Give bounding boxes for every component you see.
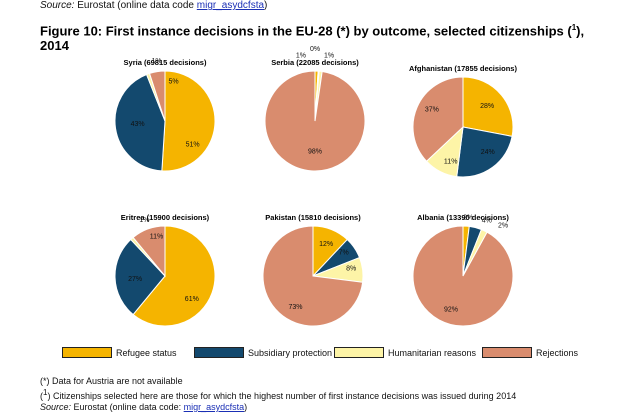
source-text: Eurostat (online data code	[77, 0, 194, 11]
pie-data-label: 2%	[498, 222, 508, 229]
pie-title: Pakistan (15810 decisions)	[265, 213, 361, 222]
figure-title-main: Figure 10: First instance decisions in t…	[40, 23, 572, 39]
pie-slice-refugee	[161, 70, 216, 172]
pie-title: Syria (69815 decisions)	[124, 58, 207, 67]
pie-data-label: 11%	[444, 158, 458, 165]
legend-label: Humanitarian reasons	[388, 347, 477, 358]
pie-slice-rejections	[264, 70, 366, 172]
pie-data-label: 7%	[339, 249, 349, 256]
legend-label: Subsidiary protection	[248, 347, 333, 358]
pie-slice-refugee	[132, 225, 216, 327]
pie-slice-refugee	[462, 76, 514, 137]
pie-title: Albania (13390 decisions)	[417, 213, 509, 222]
legend-item-rejections: Rejections	[482, 347, 578, 358]
pie-slice-rejections	[412, 76, 464, 162]
legend-item-subsidiary: Subsidiary protection	[194, 347, 332, 358]
source-line-top: Source: Eurostat (online data code migr_…	[40, 0, 267, 11]
source-suffix: )	[244, 402, 248, 412]
legend-swatch-refugee	[62, 347, 112, 358]
pie-data-label: 24%	[481, 149, 495, 156]
pie-data-label: 1%	[139, 217, 149, 224]
legend-item-refugee: Refugee status	[62, 347, 177, 358]
pie-slice-subsidiary	[114, 238, 166, 316]
footnote-open: (	[40, 391, 43, 401]
pie-data-label: 12%	[319, 241, 333, 248]
pie-title: Eritrea (15900 decisions)	[121, 213, 210, 222]
pie-chart-2: Serbia (22085 decisions)1% 0% 1% 98%	[264, 46, 366, 172]
footnote-austria: (*) Data for Austria are not available	[40, 376, 183, 386]
legend-label: Refugee status	[116, 347, 177, 358]
pie-data-label: 98%	[308, 149, 322, 156]
figure-title-tail: ),	[576, 23, 585, 39]
pie-data-label: 73%	[288, 304, 302, 311]
pie-slice-subsidiary	[456, 126, 513, 178]
pie-slice-rejections	[412, 225, 514, 327]
pie-data-label: 4%	[482, 217, 492, 224]
figure-title: Figure 10: First instance decisions in t…	[40, 20, 600, 53]
pie-chart-1: Syria (69815 decisions) 51% 43% 1% 5%	[114, 58, 216, 172]
pie-data-label: 43%	[131, 121, 145, 128]
pie-data-label: 2%	[463, 215, 473, 222]
legend-item-humanitarian: Humanitarian reasons	[334, 347, 476, 358]
pie-data-label: 0%	[310, 46, 320, 53]
pie-slice-rejections	[132, 225, 166, 278]
pie-title: Serbia (22085 decisions)	[271, 58, 359, 67]
source-line-bottom: Source: Eurostat (online data code: migr…	[40, 402, 516, 413]
source-code-link[interactable]: migr_asydcfsta	[196, 0, 265, 11]
footnote-mark: 1	[43, 388, 48, 397]
pie-data-label: 11%	[150, 233, 164, 240]
figure-title-footnote-mark: 1	[571, 23, 577, 32]
legend: Refugee status Subsidiary protection Hum…	[62, 347, 602, 361]
pie-data-label: 27%	[128, 276, 142, 283]
pie-slice-rejections	[148, 70, 166, 122]
pie-charts-panel: Syria (69815 decisions) 51% 43% 1% 5% Serbia …	[114, 46, 517, 327]
pie-data-label: 5%	[168, 78, 178, 85]
legend-swatch-humanitarian	[334, 347, 384, 358]
pie-data-label: 1%	[151, 58, 161, 65]
pie-data-label: 51%	[186, 142, 200, 149]
source-code-link[interactable]: migr_asydcfsta	[183, 402, 245, 412]
pie-data-label: 37%	[425, 107, 439, 114]
pie-data-label: 28%	[480, 103, 494, 110]
pie-slice-subsidiary	[114, 73, 166, 172]
pie-data-label: 1%	[324, 52, 334, 59]
pie-chart-4: Eritrea (15900 decisions) 61% 27% 1% 11%	[114, 213, 216, 327]
legend-label: Rejections	[536, 347, 579, 358]
pie-data-label: 92%	[444, 306, 458, 313]
figure-title-year: 2014	[40, 38, 69, 54]
pie-data-label: 8%	[346, 265, 356, 272]
pie-chart-6: Albania (13390 decisions)2% 4% 2% 92%	[412, 213, 514, 327]
footnote-text: ) Citizenships selected here are those f…	[47, 391, 517, 401]
pie-data-label: 1%	[296, 52, 306, 59]
source-suffix: )	[264, 0, 268, 11]
source-text: Eurostat (online data code:	[73, 402, 182, 412]
pie-data-label: 61%	[185, 296, 199, 303]
source-prefix: Source:	[40, 0, 75, 11]
legend-swatch-rejections	[482, 347, 532, 358]
pie-chart-3: Afghanistan (17855 decisions) 28% 24% 11% 37…	[409, 64, 517, 178]
legend-swatch-subsidiary	[194, 347, 244, 358]
pie-title: Afghanistan (17855 decisions)	[409, 64, 517, 73]
source-prefix: Source:	[40, 402, 72, 412]
pie-slice-rejections	[262, 225, 364, 327]
footnote-citizenships: (1) Citizenships selected here are those…	[40, 387, 516, 402]
footnotes: (*) Data for Austria are not available (…	[40, 376, 516, 413]
pie-chart-5: Pakistan (15810 decisions) 12% 7% 8% 73%	[262, 213, 364, 327]
